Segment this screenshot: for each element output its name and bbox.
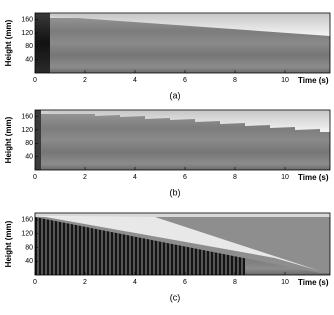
x-tick-label: 0: [33, 279, 37, 286]
y-tick-label: 120: [21, 30, 33, 37]
x-tick-label: 6: [183, 279, 187, 286]
plot-frame: [34, 212, 331, 276]
image-a: [35, 13, 330, 73]
x-tick-label: 0: [33, 174, 37, 181]
caption: (a): [170, 90, 181, 100]
plot-frame: [34, 109, 331, 171]
plot-frame: [34, 12, 331, 74]
y-tick-label: 80: [25, 140, 33, 147]
x-tick-label: 6: [183, 174, 187, 181]
x-tick-label: 8: [233, 77, 237, 84]
x-tick-label: 4: [133, 77, 137, 84]
y-tick-label: 120: [21, 127, 33, 134]
y-tick-label: 40: [25, 57, 33, 64]
y-axis-label: Height (mm): [4, 19, 13, 66]
x-tick-label: 2: [83, 174, 87, 181]
x-tick-label: 10: [281, 279, 289, 286]
x-tick-label: 2: [83, 279, 87, 286]
x-tick-label: 10: [281, 77, 289, 84]
x-axis-label: Time (s): [298, 278, 329, 287]
y-axis-label: Height (mm): [4, 116, 13, 163]
y-tick-label: 160: [21, 17, 33, 24]
y-tick-label: 80: [25, 244, 33, 251]
x-tick-label: 8: [233, 174, 237, 181]
x-tick-label: 6: [183, 77, 187, 84]
x-axis-label: Time (s): [298, 173, 329, 182]
caption: (b): [170, 187, 181, 197]
y-tick-label: 40: [25, 258, 33, 265]
y-tick-label: 40: [25, 154, 33, 161]
y-tick-label: 160: [21, 114, 33, 121]
x-tick-label: 4: [133, 174, 137, 181]
image-c: [35, 213, 330, 275]
x-tick-label: 0: [33, 77, 37, 84]
x-tick-label: 2: [83, 77, 87, 84]
x-tick-label: 8: [233, 279, 237, 286]
image-b: [35, 110, 330, 170]
caption: (c): [170, 292, 181, 302]
x-axis-label: Time (s): [298, 76, 329, 85]
x-tick-label: 10: [281, 174, 289, 181]
y-tick-label: 160: [21, 217, 33, 224]
x-tick-label: 4: [133, 279, 137, 286]
y-tick-label: 80: [25, 43, 33, 50]
y-tick-label: 120: [21, 231, 33, 238]
y-axis-label: Height (mm): [4, 220, 13, 267]
